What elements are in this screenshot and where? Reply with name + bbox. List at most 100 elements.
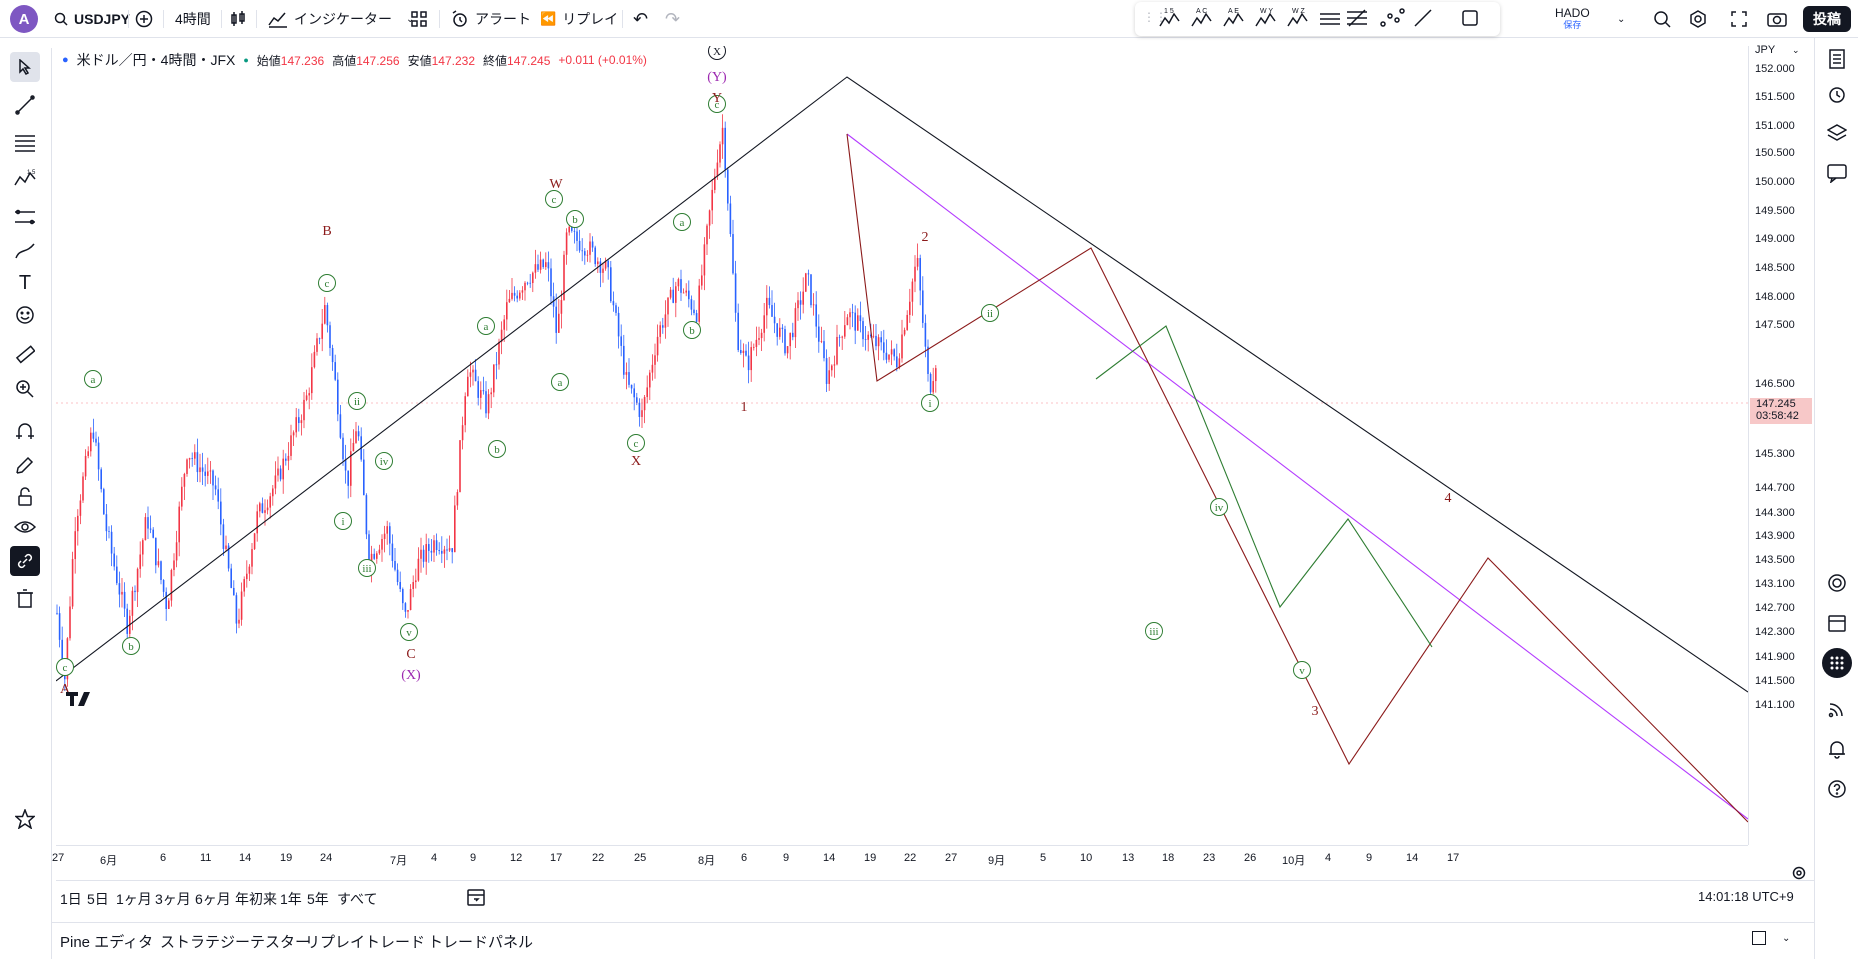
price-tick: 144.300 <box>1755 507 1795 519</box>
right-sidebar <box>1814 38 1858 959</box>
range-button[interactable]: 1ヶ月 <box>116 891 152 907</box>
alerts-clock-icon[interactable] <box>1822 79 1852 109</box>
bottom-tab[interactable]: Pine エディタ <box>60 934 154 951</box>
drag-handle-icon[interactable]: ⋮⋮ <box>1143 10 1167 24</box>
price-chart[interactable]: AcabBciiiiviiivC(X)abWcbacXabcY(Y)X12iii… <box>56 46 1748 845</box>
symbol-label: USDJPY <box>74 11 131 27</box>
maximize-panel-icon[interactable] <box>1752 931 1766 945</box>
candle-body <box>464 396 466 426</box>
time-axis[interactable]: 27 6月 6 11 14 19 24 7月 4 9 12 17 22 25 8月 6 9 14 19 22 27 9月 5… <box>52 845 1748 871</box>
candle-body <box>300 420 303 424</box>
publish-button[interactable]: 投稿 <box>1803 6 1851 32</box>
undo-icon[interactable]: ↶ <box>633 8 649 29</box>
range-button[interactable]: 5年 <box>307 891 329 907</box>
range-button[interactable]: 5日 <box>87 891 109 907</box>
candle-body <box>526 282 529 284</box>
clock-timezone[interactable]: 14:01:18 UTC+9 <box>1698 889 1794 904</box>
candle-body <box>818 326 820 342</box>
trend-line-icon[interactable] <box>10 90 40 120</box>
range-button[interactable]: 1年 <box>280 891 302 907</box>
trash-icon[interactable] <box>10 584 40 614</box>
calendar-icon[interactable] <box>1822 608 1852 638</box>
time-tick: 17 <box>1447 852 1460 864</box>
add-symbol-button[interactable] <box>135 0 153 38</box>
time-tick: 6 <box>160 852 167 864</box>
layout-chevron-down-icon[interactable]: ⌄ <box>1617 13 1626 25</box>
price-tick: 149.500 <box>1755 205 1795 217</box>
link-icon[interactable] <box>10 546 40 576</box>
candle-body <box>932 381 934 393</box>
candle-body <box>849 312 851 318</box>
range-button[interactable]: 6ヶ月 <box>195 891 231 907</box>
candle-body <box>568 226 570 233</box>
candle-body <box>708 210 711 226</box>
wave-label: a <box>680 217 685 229</box>
forecast-icon[interactable] <box>10 202 40 232</box>
fib-retracement-icon[interactable] <box>10 128 40 158</box>
pattern-icon[interactable]: 1 5 <box>10 164 40 194</box>
bottom-tab[interactable]: トレードパネル <box>428 934 534 951</box>
axis-settings-icon[interactable] <box>1792 866 1806 885</box>
bottom-tab[interactable]: リプレイトレード <box>305 934 426 951</box>
chat-icon[interactable] <box>1822 158 1852 188</box>
brush-icon[interactable] <box>10 236 40 266</box>
flag-icon: ● <box>62 54 69 66</box>
goto-date-icon[interactable] <box>466 887 486 912</box>
symbol-search[interactable]: USDJPY <box>54 0 130 38</box>
bell-icon[interactable] <box>1822 734 1852 764</box>
range-button[interactable]: 3ヶ月 <box>155 891 191 907</box>
ruler-icon[interactable] <box>10 340 40 370</box>
layout-save-button[interactable]: HADO 保存 <box>1555 0 1590 38</box>
high-label: 高値 <box>332 53 357 68</box>
fullscreen-icon[interactable] <box>1731 0 1747 38</box>
fib-tools-icons[interactable] <box>1345 6 1495 32</box>
interval-button[interactable]: 4時間 <box>175 0 211 38</box>
range-button[interactable]: すべて <box>337 891 378 907</box>
candle-body <box>441 550 443 554</box>
candle-body <box>610 267 612 302</box>
cursor-icon[interactable] <box>10 52 40 82</box>
replay-button[interactable]: ⏪ リプレイ <box>540 0 618 38</box>
range-button[interactable]: 年初来 <box>235 891 277 907</box>
candle-body <box>838 336 841 338</box>
chart-type-button[interactable] <box>229 0 247 38</box>
candle-body <box>136 568 139 593</box>
quick-search-icon[interactable] <box>1653 0 1671 38</box>
user-avatar[interactable]: A <box>10 5 38 33</box>
currency-selector[interactable]: JPY ⌄ <box>1755 44 1800 56</box>
layers-icon[interactable] <box>1822 118 1852 148</box>
candle-body <box>664 314 667 328</box>
candle-body <box>79 500 82 516</box>
candle-body <box>201 467 204 472</box>
star-icon[interactable] <box>10 804 40 834</box>
collapse-panel-icon[interactable]: ⌄ <box>1782 933 1791 944</box>
price-axis[interactable]: JPY ⌄ 152.000 151.500 151.000 150.500 150.00… <box>1748 44 1814 845</box>
wave-label-circle <box>318 274 336 292</box>
bottom-tab[interactable]: ストラテジーテスター <box>160 934 311 951</box>
watchlist-icon[interactable] <box>1822 44 1852 74</box>
zoom-in-icon[interactable] <box>10 374 40 404</box>
redo-icon[interactable]: ↷ <box>665 8 681 29</box>
candle-body <box>890 349 893 355</box>
apps-grid-icon[interactable] <box>1822 648 1852 678</box>
emoji-icon[interactable] <box>10 300 40 330</box>
broadcast-icon[interactable] <box>1822 694 1852 724</box>
alert-button[interactable]: アラート <box>451 0 531 38</box>
eye-icon[interactable] <box>10 512 40 542</box>
camera-icon[interactable] <box>1767 0 1787 38</box>
candle-body <box>565 232 568 255</box>
target-icon[interactable] <box>1822 568 1852 598</box>
templates-button[interactable] <box>411 0 427 38</box>
text-icon[interactable]: T <box>18 271 32 294</box>
magnet-icon[interactable] <box>10 416 40 446</box>
range-button[interactable]: 1日 <box>60 891 82 907</box>
candle-body <box>152 529 154 538</box>
wave-label: b <box>572 214 578 226</box>
indicators-button[interactable]: インジケーター ⌄ <box>268 0 414 38</box>
pencil-lock-icon[interactable] <box>10 450 40 480</box>
settings-icon[interactable] <box>1689 0 1707 38</box>
wave-tools-icons[interactable]: 1 5 A C A E W Y W Z <box>1157 4 1342 34</box>
lock-icon[interactable] <box>10 482 40 512</box>
help-icon[interactable] <box>1822 774 1852 804</box>
candle-body <box>399 581 401 590</box>
